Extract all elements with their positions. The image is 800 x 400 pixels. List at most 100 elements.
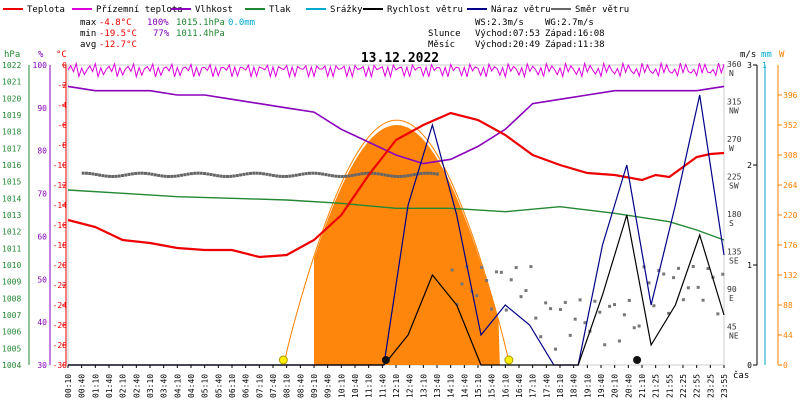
x-tick-label: 09:40: [324, 374, 333, 398]
x-tick-label: 15:10: [474, 374, 483, 398]
x-tick-label: 23:25: [706, 374, 715, 398]
direction-point: [84, 171, 88, 175]
direction-point: [419, 172, 423, 176]
direction-point: [262, 172, 266, 176]
info-sunrise: Východ:07:53: [475, 29, 540, 39]
direction-point: [288, 174, 292, 178]
legend: Teplota Přízemní teplota Vlhkost Tlak Srážky…: [3, 5, 629, 15]
direction-point: [529, 265, 533, 269]
pressure-unit: hPa: [4, 50, 20, 60]
direction-point: [539, 335, 543, 339]
direction-point: [519, 295, 523, 299]
info-moonrise: Východ:20:49: [475, 40, 540, 50]
x-tick-label: 10:10: [337, 374, 346, 398]
temperature-tick-label: -22: [53, 281, 68, 290]
direction-tick-label: 90: [727, 285, 737, 294]
direction-point: [549, 307, 553, 311]
temperature-unit: °C: [56, 50, 67, 60]
rain-unit: mm: [761, 50, 772, 60]
pressure-tick-label: 1010: [2, 261, 21, 270]
direction-point: [265, 172, 269, 176]
x-tick-label: 08:10: [283, 374, 292, 398]
direction-point: [98, 173, 102, 177]
direction-point: [337, 174, 341, 178]
humidity-tick-label: 60: [37, 232, 47, 241]
direction-point: [406, 174, 410, 178]
axes: 1022102110201019101810171016101510141013…: [2, 60, 798, 398]
direction-tick-label: 180: [727, 210, 742, 219]
direction-point: [676, 266, 680, 270]
pressure-tick-label: 1006: [2, 328, 21, 337]
direction-point: [657, 268, 661, 272]
legend-label: Náraz větru: [491, 5, 551, 15]
direction-point: [157, 173, 161, 177]
direction-point: [701, 298, 705, 302]
x-tick-label: 05:10: [201, 374, 210, 398]
direction-point: [475, 294, 479, 298]
pressure-tick-label: 1011: [2, 244, 21, 253]
direction-tick-label: 270: [727, 135, 742, 144]
solar-tick-label: 176: [783, 241, 798, 250]
direction-point: [672, 276, 676, 280]
x-tick-label: 05:40: [214, 374, 223, 398]
direction-point: [603, 343, 607, 347]
x-tick-label: 19:10: [583, 374, 592, 398]
humidity-tick-label: 80: [37, 147, 47, 156]
direction-point: [147, 172, 151, 176]
temperature-tick-label: -24: [53, 301, 68, 310]
x-tick-label: 02:10: [119, 374, 128, 398]
direction-point: [229, 174, 233, 178]
direction-point: [189, 172, 193, 176]
x-tick-label: 06:40: [242, 374, 251, 398]
direction-point: [460, 282, 464, 286]
x-tick-label: 17:40: [542, 374, 551, 398]
direction-point: [432, 172, 436, 176]
direction-point: [143, 171, 147, 175]
direction-point: [137, 171, 141, 175]
temperature-tick-label: -12: [53, 181, 68, 190]
temperature-tick-label: -18: [53, 241, 68, 250]
direction-point: [275, 174, 279, 178]
temperature-tick-label: -30: [53, 361, 68, 370]
chart-title: 13.12.2022: [361, 51, 439, 66]
legend-label: Teplota: [27, 5, 65, 15]
direction-point: [613, 303, 617, 307]
temperature-tick-label: -26: [53, 321, 68, 330]
direction-point: [499, 270, 503, 274]
direction-point: [534, 316, 538, 320]
solar-area: [314, 125, 500, 365]
moonset-marker: [381, 356, 390, 364]
pressure-tick-label: 1020: [2, 94, 21, 103]
wind-tick-label: 3: [747, 61, 752, 70]
pressure-tick-label: 1013: [2, 211, 21, 220]
direction-point: [409, 173, 413, 177]
x-tick-label: 00:10: [64, 374, 73, 398]
direction-point: [327, 173, 331, 177]
x-tick-label: 02:40: [132, 374, 141, 398]
direction-point: [193, 171, 197, 175]
x-tick-label: 16:10: [501, 374, 510, 398]
solar-tick-label: 132: [783, 271, 798, 280]
direction-point: [632, 326, 636, 330]
direction-point: [426, 171, 430, 175]
direction-point: [380, 172, 384, 176]
pressure-tick-label: 1021: [2, 78, 21, 87]
direction-point: [627, 298, 631, 302]
x-tick-label: 15:40: [488, 374, 497, 398]
direction-point: [363, 171, 367, 175]
solar-tick-label: 396: [783, 91, 798, 100]
direction-point: [396, 174, 400, 178]
direction-point: [114, 174, 118, 178]
direction-point: [232, 174, 236, 178]
x-tick-label: 07:40: [269, 374, 278, 398]
direction-point: [367, 171, 371, 175]
x-tick-label: 21:55: [665, 374, 674, 398]
direction-tick-name: SE: [729, 257, 739, 266]
temperature-tick-label: -2: [57, 81, 67, 90]
x-tick-label: 12:40: [406, 374, 415, 398]
x-tick-label: 19:40: [597, 374, 606, 398]
x-tick-label: 22:25: [679, 374, 688, 398]
direction-point: [307, 171, 311, 175]
direction-point: [255, 171, 259, 175]
direction-point: [667, 311, 671, 315]
